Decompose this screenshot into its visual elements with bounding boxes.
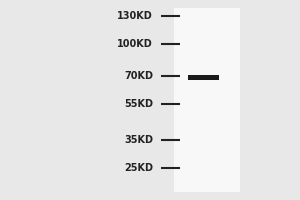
Bar — [188, 74, 219, 79]
Text: 70KD: 70KD — [124, 71, 153, 81]
Bar — [174, 8, 240, 192]
Text: 130KD: 130KD — [117, 11, 153, 21]
Text: 55KD: 55KD — [124, 99, 153, 109]
Text: 100KD: 100KD — [117, 39, 153, 49]
Text: 35KD: 35KD — [124, 135, 153, 145]
Text: 25KD: 25KD — [124, 163, 153, 173]
